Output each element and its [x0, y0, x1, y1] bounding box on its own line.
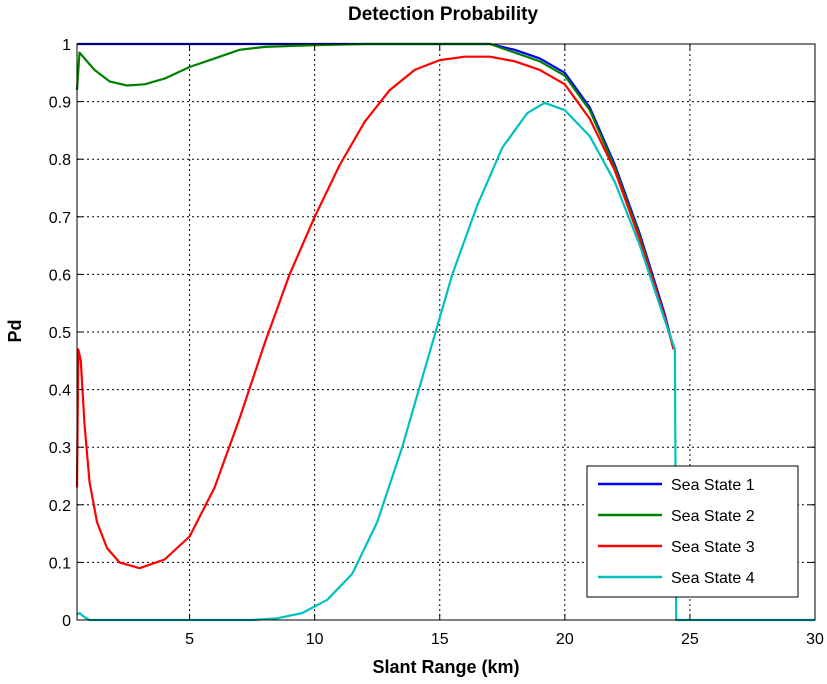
sea-state-3-line: [75, 55, 675, 570]
x-tick-label: 10: [306, 631, 324, 648]
y-tick-label: 0.9: [49, 95, 71, 112]
y-tick-label: 0.8: [49, 152, 71, 169]
ticks: 5 10 15 20 25 30 0 0.1 0.2 0.3 0.4 0.5 0.6 0.7 0.8 0.9 1: [49, 37, 824, 648]
legend-label-sea-state-2: Sea State 2: [671, 508, 755, 525]
y-tick-label: 0.1: [49, 555, 71, 572]
x-tick-label: 30: [806, 631, 824, 648]
x-tick-label: 15: [431, 631, 449, 648]
legend-box: [586, 465, 799, 598]
y-tick-label: 0.3: [49, 440, 71, 457]
x-tick-label: 25: [681, 631, 699, 648]
legend-label-sea-state-1: Sea State 1: [671, 477, 755, 494]
x-tick-label: 5: [185, 631, 194, 648]
y-tick-label: 1: [62, 37, 71, 54]
sea-state-2-line: [75, 42, 675, 350]
legend-label-sea-state-3: Sea State 3: [671, 539, 755, 556]
legend: Sea State 1 Sea State 2 Sea State 3 Sea Sta…: [586, 465, 799, 598]
y-tick-label: 0.2: [49, 498, 71, 515]
y-tick-label: 0: [62, 613, 71, 630]
x-tick-label: 20: [556, 631, 574, 648]
legend-label-sea-state-4: Sea State 4: [671, 570, 755, 587]
y-tick-label: 0.6: [49, 267, 71, 284]
y-tick-label: 0.4: [49, 383, 71, 400]
y-axis-label: Pd: [5, 319, 25, 342]
x-axis-label: Slant Range (km): [372, 657, 519, 677]
y-tick-label: 0.7: [49, 210, 71, 227]
chart-title: Detection Probability: [348, 4, 538, 25]
y-tick-label: 0.5: [49, 325, 71, 342]
